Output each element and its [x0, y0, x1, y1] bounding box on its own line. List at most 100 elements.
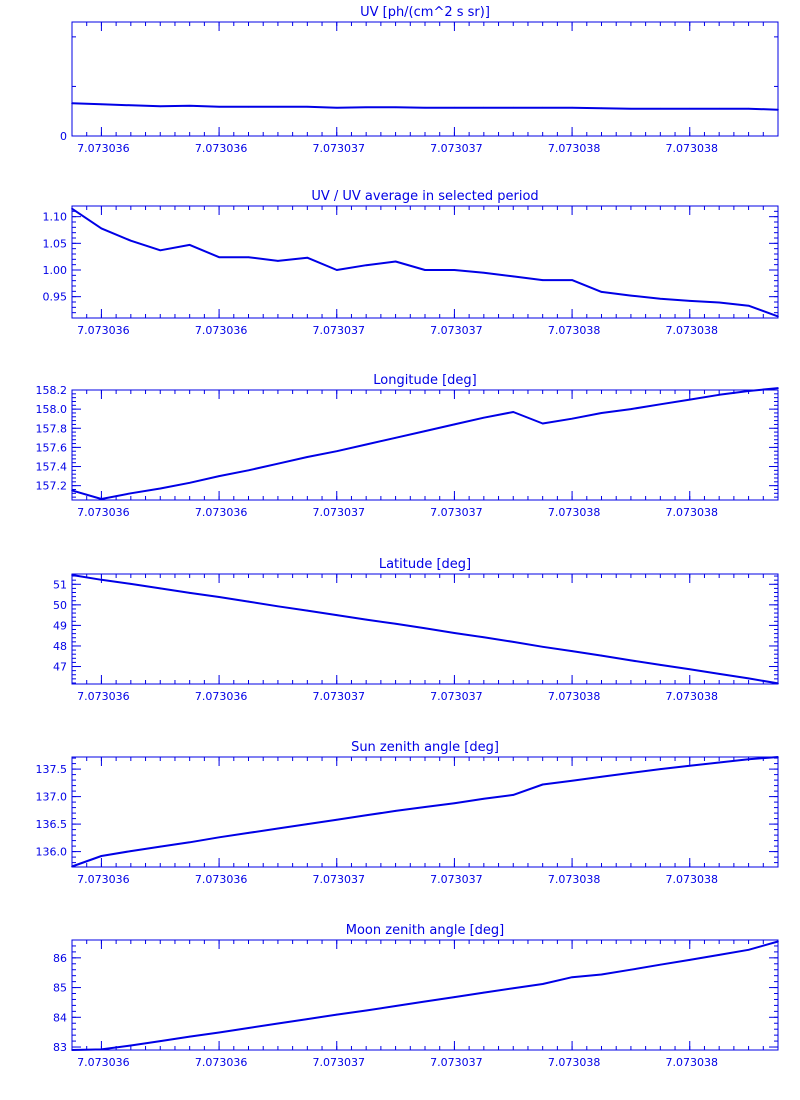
data-point: [336, 614, 338, 616]
x-tick-label: 7.073037: [430, 873, 483, 886]
data-point: [483, 416, 485, 419]
data-point: [747, 677, 750, 680]
data-point: [571, 279, 573, 281]
data-point: [394, 437, 397, 439]
data-point: [424, 1000, 426, 1003]
chart-title: UV [ph/(cm^2 s sr)]: [360, 5, 490, 20]
y-tick-label: 49: [53, 619, 67, 632]
data-point: [306, 1018, 309, 1020]
data-point: [159, 845, 162, 848]
data-point: [306, 456, 309, 458]
data-point: [777, 756, 779, 758]
x-tick-label: 7.073036: [77, 690, 130, 703]
x-tick-label: 7.073037: [313, 873, 366, 886]
y-tick-label: 86: [53, 952, 67, 965]
x-tick-label: 7.073038: [666, 873, 719, 886]
data-point: [659, 664, 662, 666]
data-point: [512, 106, 515, 109]
y-tick-label: 157.6: [36, 441, 68, 454]
y-tick-label: 136.0: [36, 846, 68, 859]
data-point: [218, 475, 220, 477]
data-point: [777, 108, 779, 111]
y-tick-label: 158.0: [36, 403, 68, 416]
y-tick-label: 48: [53, 640, 67, 653]
data-point: [541, 983, 544, 985]
y-tick-label: 0.95: [43, 291, 68, 304]
data-point: [159, 249, 162, 252]
data-point: [71, 489, 73, 492]
y-tick-label: 137.5: [36, 763, 68, 776]
data-point: [277, 605, 279, 608]
data-point: [188, 1035, 191, 1038]
data-point: [365, 618, 368, 621]
chart-panel-1: UV [ph/(cm^2 s sr)]05.0x1071.0x1081.5x10…: [60, 5, 779, 155]
data-point: [100, 103, 103, 106]
x-tick-label: 7.073037: [430, 142, 483, 155]
series-line: [71, 102, 779, 111]
x-tick-label: 7.073038: [548, 324, 601, 337]
x-tick-label: 7.073036: [195, 506, 248, 519]
data-point: [100, 498, 103, 500]
data-point: [247, 600, 250, 603]
data-point: [689, 959, 691, 961]
data-point: [541, 646, 544, 648]
plot-frame: [71, 939, 779, 1051]
data-point: [218, 836, 220, 839]
data-point: [483, 636, 485, 639]
data-point: [512, 987, 515, 989]
data-point: [659, 298, 662, 300]
data-point: [630, 659, 632, 662]
y-tick-label: 83: [53, 1041, 67, 1054]
data-point: [188, 105, 191, 107]
data-point: [600, 776, 603, 778]
x-tick-label: 7.073038: [548, 142, 601, 155]
data-point: [630, 968, 632, 971]
data-point: [424, 430, 426, 432]
data-point: [571, 779, 573, 782]
data-point: [100, 1048, 103, 1051]
chart-panel-4: Latitude [deg] 47 48 49 50 51 7.073036 7.073036…: [53, 557, 779, 703]
chart-title: UV / UV average in selected period: [311, 189, 538, 204]
data-point: [71, 102, 73, 105]
data-point: [630, 408, 632, 410]
data-point: [453, 802, 456, 804]
x-tick-label: 7.073037: [313, 1056, 366, 1069]
data-point: [571, 976, 573, 978]
x-tick-label: 7.073037: [430, 690, 483, 703]
y-tick-label: 85: [53, 982, 67, 995]
data-point: [571, 650, 573, 652]
series-line: [71, 387, 779, 500]
data-point: [689, 668, 691, 670]
data-point: [365, 1009, 368, 1012]
chart-panel-2: UV / UV average in selected period 0.95 1.…: [43, 189, 779, 337]
x-tick-label: 7.073038: [548, 1056, 601, 1069]
data-point: [394, 260, 397, 263]
data-point: [453, 423, 456, 426]
data-point: [718, 954, 720, 956]
data-point: [188, 592, 191, 594]
data-point: [512, 275, 515, 278]
x-tick-label: 7.073037: [430, 324, 483, 337]
data-point: [659, 768, 662, 770]
data-point: [689, 107, 691, 110]
y-tick-label: 158.2: [36, 384, 68, 397]
data-point: [483, 798, 485, 800]
data-point: [365, 106, 368, 109]
x-tick-label: 7.073037: [430, 1056, 483, 1069]
data-point: [365, 814, 368, 817]
chart-title: Sun zenith angle [deg]: [351, 740, 499, 755]
data-point: [277, 1022, 279, 1025]
chart-panel-6: Moon zenith angle [deg] 83 84 85 86 7.073036 7…: [53, 923, 779, 1069]
data-point: [394, 1005, 397, 1007]
data-point: [336, 269, 338, 271]
data-point: [512, 641, 515, 643]
x-tick-label: 7.073036: [77, 142, 130, 155]
series-line: [71, 756, 779, 868]
data-point: [247, 1027, 250, 1029]
x-tick-label: 7.073037: [313, 690, 366, 703]
data-point: [247, 469, 250, 472]
data-point: [130, 583, 132, 585]
data-point: [394, 810, 397, 812]
data-point: [600, 412, 603, 414]
